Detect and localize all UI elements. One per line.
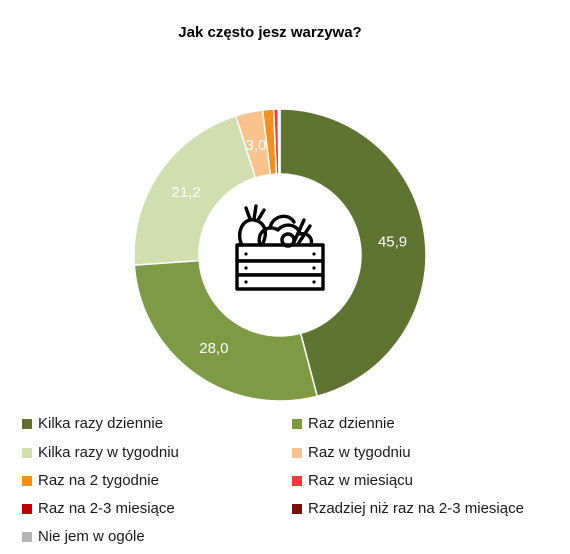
legend-label: Kilka razy dziennie (38, 415, 164, 432)
legend-item-4: Raz na 2 tygodnie (22, 472, 159, 489)
legend-label: Raz w miesiącu (308, 472, 414, 489)
slice-label-3: 3,0 (246, 137, 267, 154)
vegetable-crate-icon (235, 204, 325, 291)
legend-swatch (292, 475, 302, 486)
slice-1 (133, 259, 319, 402)
legend-item-7: Rzadziej niż raz na 2-3 miesiące (292, 500, 524, 517)
chart-title: Jak często jesz warzywa? (178, 24, 362, 41)
legend-item-6: Raz na 2-3 miesiące (22, 500, 175, 517)
legend-swatch (22, 475, 32, 486)
legend-swatch (22, 503, 32, 514)
slice-2 (133, 114, 257, 266)
legend-label: Raz na 2-3 miesiące (38, 500, 175, 517)
legend-swatch (22, 531, 32, 542)
slice-label-1: 28,0 (199, 340, 228, 357)
legend-item-3: Raz w tygodniu (292, 444, 411, 461)
legend-swatch (22, 418, 32, 429)
legend-item-0: Kilka razy dziennie (22, 415, 163, 432)
slice-label-2: 21,2 (172, 184, 201, 201)
legend-item-8: Nie jem w ogóle (22, 528, 145, 545)
legend-swatch (292, 447, 302, 458)
donut-chart: 45,9 28,0 21,2 3,0 (133, 108, 427, 402)
legend-item-5: Raz w miesiącu (292, 472, 413, 489)
legend-label: Raz w tygodniu (308, 444, 411, 461)
legend-swatch (22, 447, 32, 458)
legend-label: Raz dziennie (308, 415, 395, 432)
legend-swatch (292, 503, 302, 514)
legend-item-2: Kilka razy w tygodniu (22, 444, 179, 461)
legend-label: Nie jem w ogóle (38, 528, 145, 545)
slice-0 (279, 108, 427, 398)
slice-label-0: 45,9 (378, 233, 407, 250)
legend-item-1: Raz dziennie (292, 415, 395, 432)
legend-label: Raz na 2 tygodnie (38, 472, 159, 489)
legend-label: Rzadziej niż raz na 2-3 miesiące (308, 500, 524, 517)
legend-swatch (292, 418, 302, 429)
legend-label: Kilka razy w tygodniu (38, 444, 179, 461)
